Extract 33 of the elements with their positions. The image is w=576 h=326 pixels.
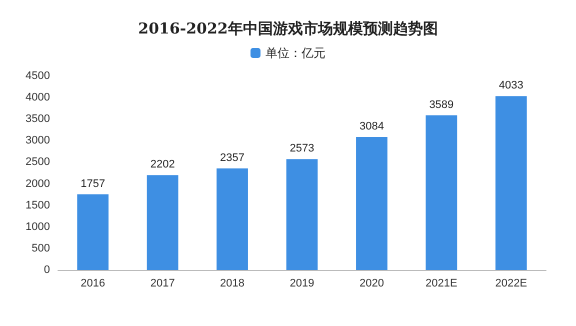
x-tick-label: 2021E — [426, 278, 458, 290]
y-tick-label: 3000 — [26, 134, 50, 147]
bar — [426, 115, 458, 270]
y-tick-label: 1500 — [26, 199, 50, 212]
x-tick-label: 2020 — [359, 278, 384, 290]
x-tick-label: 2017 — [150, 278, 175, 290]
y-tick-label: 500 — [32, 242, 50, 254]
x-tick-label: 2022E — [495, 278, 528, 290]
bar — [356, 137, 388, 270]
data-label: 2573 — [290, 142, 314, 155]
bar — [495, 96, 527, 270]
data-label: 4033 — [498, 80, 524, 92]
y-tick-label: 4500 — [26, 70, 50, 82]
y-tick-label: 2500 — [26, 156, 50, 168]
bar — [286, 159, 318, 270]
x-tick-label: 2019 — [290, 278, 314, 290]
y-tick-label: 4000 — [26, 92, 50, 104]
data-label: 3084 — [359, 120, 384, 133]
bar — [77, 194, 109, 270]
x-tick-label: 2018 — [220, 278, 245, 290]
bar — [216, 168, 248, 270]
y-tick-label: 2000 — [26, 178, 50, 190]
legend-label: 单位：亿元 — [266, 46, 326, 60]
data-label: 3589 — [429, 98, 454, 111]
bar — [146, 175, 178, 270]
x-tick-label: 2016 — [80, 278, 106, 290]
data-label: 1757 — [80, 178, 106, 190]
data-label: 2357 — [220, 152, 245, 164]
data-label: 2202 — [150, 158, 175, 171]
y-tick-label: 3500 — [26, 113, 50, 126]
chart-title: 2016-2022年中国游戏市场规模预测趋势图 — [138, 20, 438, 38]
y-tick-label: 0 — [44, 264, 50, 276]
y-tick-label: 1000 — [26, 220, 50, 233]
